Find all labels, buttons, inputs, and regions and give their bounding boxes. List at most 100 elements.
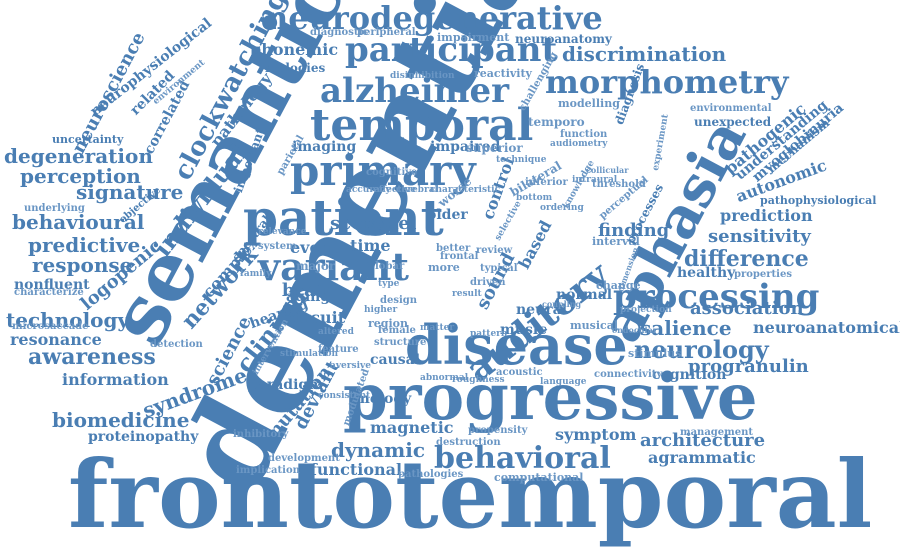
- word-time: time: [350, 236, 391, 255]
- word-causal: causal: [370, 352, 421, 368]
- word-microsaccade: microsaccade: [12, 321, 89, 332]
- word-biomedicine: biomedicine: [52, 408, 190, 432]
- word-brain: brain: [282, 280, 336, 301]
- word-phonemic: phonemic: [250, 40, 339, 59]
- word-healthy: healthy: [677, 265, 736, 281]
- word-implication: implication: [236, 465, 300, 476]
- word-change: change: [596, 279, 641, 292]
- word-salience: salience: [640, 316, 732, 340]
- word-frontal: frontal: [440, 251, 479, 262]
- word-language: language: [540, 377, 587, 387]
- word-primary: primary: [290, 146, 476, 195]
- word-difference: difference: [684, 246, 809, 272]
- word-endocular: endocular: [612, 325, 657, 335]
- word-review: review: [476, 245, 513, 256]
- word-feature: feature: [318, 344, 359, 355]
- word-architecture: architecture: [640, 430, 766, 451]
- word-morphometry: morphometry: [545, 63, 789, 101]
- word-interval: interval: [592, 235, 640, 248]
- word-bottom: bottom: [516, 193, 553, 203]
- word-result: result: [452, 289, 482, 299]
- word-function: function: [560, 129, 608, 140]
- word-technique: technique: [496, 155, 547, 165]
- word-major: major: [296, 259, 336, 273]
- word-connectivity: connectivity: [594, 369, 663, 380]
- word-characterize: characterize: [14, 287, 84, 298]
- word-diagnostic: diagnostic: [310, 27, 369, 38]
- word-unexpected: unexpected: [694, 115, 772, 129]
- word-typical: typical: [480, 263, 518, 274]
- word-neurology: neurology: [634, 335, 769, 364]
- word-uncertainty: uncertainty: [52, 133, 124, 146]
- word-computational: computational: [494, 471, 584, 484]
- word-experiment: experiment: [651, 113, 671, 172]
- word-awareness: awareness: [28, 344, 156, 370]
- word-event: event: [290, 238, 339, 257]
- word-neuroanatomy: neuroanatomy: [515, 32, 612, 46]
- word-propensity: propensity: [468, 425, 528, 436]
- word-disinhibition: disinhibition: [390, 71, 455, 81]
- word-stimulus: stimulus: [628, 347, 682, 360]
- word-aging: aging: [286, 289, 331, 305]
- word-music: music: [500, 322, 547, 338]
- word-progranulin: progranulin: [688, 356, 809, 377]
- word-processing: processing: [613, 277, 820, 317]
- word-relevance: relevance: [258, 227, 307, 237]
- word-cerebral: cerebral: [396, 185, 438, 195]
- word-magnetic: magnetic: [370, 418, 454, 437]
- word-perception: perception: [20, 164, 141, 188]
- word-patient: patient: [243, 188, 444, 247]
- word-discrimination: discrimination: [562, 42, 727, 66]
- word-neurodegenerative: neurodegenerative: [265, 0, 603, 37]
- word-neuroanatomical: neuroanatomical: [753, 318, 900, 337]
- word-dynamic: dynamic: [331, 438, 426, 462]
- word-cognitive: cognitive: [366, 167, 418, 178]
- word-circuit: circuit: [286, 308, 346, 327]
- word-voxel: voxel: [365, 213, 417, 234]
- word-reactivity: reactivity: [474, 67, 532, 80]
- word-better: better: [436, 243, 471, 254]
- word-coupling: coupling: [542, 299, 582, 309]
- word-altered: altered: [318, 327, 354, 337]
- word-neural: neural: [516, 302, 568, 318]
- word-paradigm: paradigm: [248, 377, 324, 393]
- word-melody: melody: [355, 391, 412, 407]
- word-symptom: symptom: [555, 425, 637, 444]
- word-system: system: [258, 241, 297, 252]
- word-technology: technology: [6, 308, 130, 332]
- word-properties: properties: [734, 269, 792, 280]
- word-association: association: [690, 298, 804, 319]
- word-normal: normal: [556, 287, 613, 303]
- word-inhibitory: inhibitory: [233, 429, 289, 440]
- word-frontotemporal: frontotemporal: [68, 440, 873, 550]
- word-older: older: [427, 207, 468, 223]
- word-driven: driven: [470, 277, 506, 288]
- word-pathophysiological: pathophysiological: [760, 194, 877, 207]
- word-disease: disease: [405, 313, 628, 377]
- word-higher: higher: [364, 305, 398, 315]
- word-degeneration: degeneration: [4, 144, 153, 168]
- word-peripheral: peripheral: [357, 27, 416, 38]
- word-design: design: [380, 295, 418, 306]
- word-functional: functional: [310, 460, 403, 479]
- word-melodies: melodies: [265, 61, 326, 75]
- word-finding: finding: [598, 220, 670, 241]
- word-roughness: roughness: [452, 375, 505, 385]
- word-ordering: ordering: [540, 203, 584, 213]
- word-destruction: destruction: [436, 437, 501, 448]
- word-more: more: [428, 261, 460, 274]
- word-predictive: predictive: [28, 233, 141, 257]
- word-matter: matter: [420, 323, 455, 333]
- word-musical: musical: [570, 319, 619, 332]
- word-temporal: temporal: [310, 100, 534, 151]
- word-signature: signature: [76, 180, 184, 204]
- word-accuracy: accuracy: [346, 185, 391, 195]
- word-management: management: [680, 427, 753, 438]
- word-temporo: temporo: [528, 115, 585, 129]
- word-audiometry: audiometry: [550, 139, 608, 149]
- word-family: family: [240, 269, 272, 279]
- word-inferior: inferior: [525, 177, 568, 188]
- word-information: information: [62, 370, 169, 389]
- word-abnormal: abnormal: [420, 373, 469, 383]
- word-score: score: [330, 213, 385, 234]
